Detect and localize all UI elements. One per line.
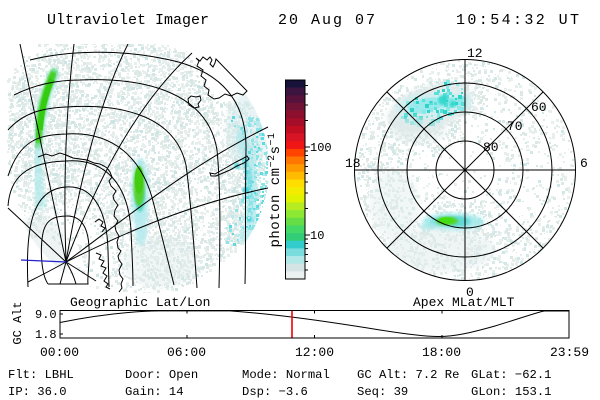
svg-text:23:59: 23:59 xyxy=(550,345,589,360)
svg-text:00:00: 00:00 xyxy=(40,345,79,360)
svg-text:GC Alt: GC Alt xyxy=(11,301,25,344)
svg-text:9.0: 9.0 xyxy=(35,308,57,322)
svg-text:1.8: 1.8 xyxy=(35,328,57,342)
svg-text:GLat: −62.1: GLat: −62.1 xyxy=(471,368,551,382)
svg-text:photon cm−2s−1: photon cm−2s−1 xyxy=(267,132,284,247)
svg-text:10: 10 xyxy=(310,229,324,243)
svg-text:0: 0 xyxy=(466,285,474,300)
svg-text:06:00: 06:00 xyxy=(167,345,206,360)
svg-text:Ultraviolet Imager: Ultraviolet Imager xyxy=(47,12,209,29)
svg-text:Flt: LBHL: Flt: LBHL xyxy=(8,368,74,382)
svg-text:Seq: 39: Seq: 39 xyxy=(357,385,408,399)
svg-text:Dsp: −3.6: Dsp: −3.6 xyxy=(242,385,308,399)
svg-text:80: 80 xyxy=(483,140,499,155)
svg-text:Mode: Normal: Mode: Normal xyxy=(242,368,330,382)
svg-text:100: 100 xyxy=(310,141,332,155)
svg-text:6: 6 xyxy=(580,156,588,171)
svg-text:10:54:32 UT: 10:54:32 UT xyxy=(456,12,581,29)
svg-text:60: 60 xyxy=(531,100,547,115)
svg-text:Gain: 14: Gain: 14 xyxy=(125,385,184,399)
svg-text:18: 18 xyxy=(345,156,361,171)
svg-text:Apex MLat/MLT: Apex MLat/MLT xyxy=(413,295,515,310)
svg-text:Geographic Lat/Lon: Geographic Lat/Lon xyxy=(70,295,210,310)
svg-text:Door: Open: Door: Open xyxy=(125,368,198,382)
svg-text:18:00: 18:00 xyxy=(422,345,461,360)
svg-text:20 Aug 07: 20 Aug 07 xyxy=(278,12,377,29)
svg-text:12:00: 12:00 xyxy=(295,345,334,360)
svg-text:12: 12 xyxy=(467,46,483,61)
svg-text:70: 70 xyxy=(507,119,523,134)
svg-text:GLon: 153.1: GLon: 153.1 xyxy=(471,385,551,399)
svg-text:IP: 36.0: IP: 36.0 xyxy=(8,385,67,399)
svg-text:GC Alt: 7.2 Re: GC Alt: 7.2 Re xyxy=(357,368,459,382)
